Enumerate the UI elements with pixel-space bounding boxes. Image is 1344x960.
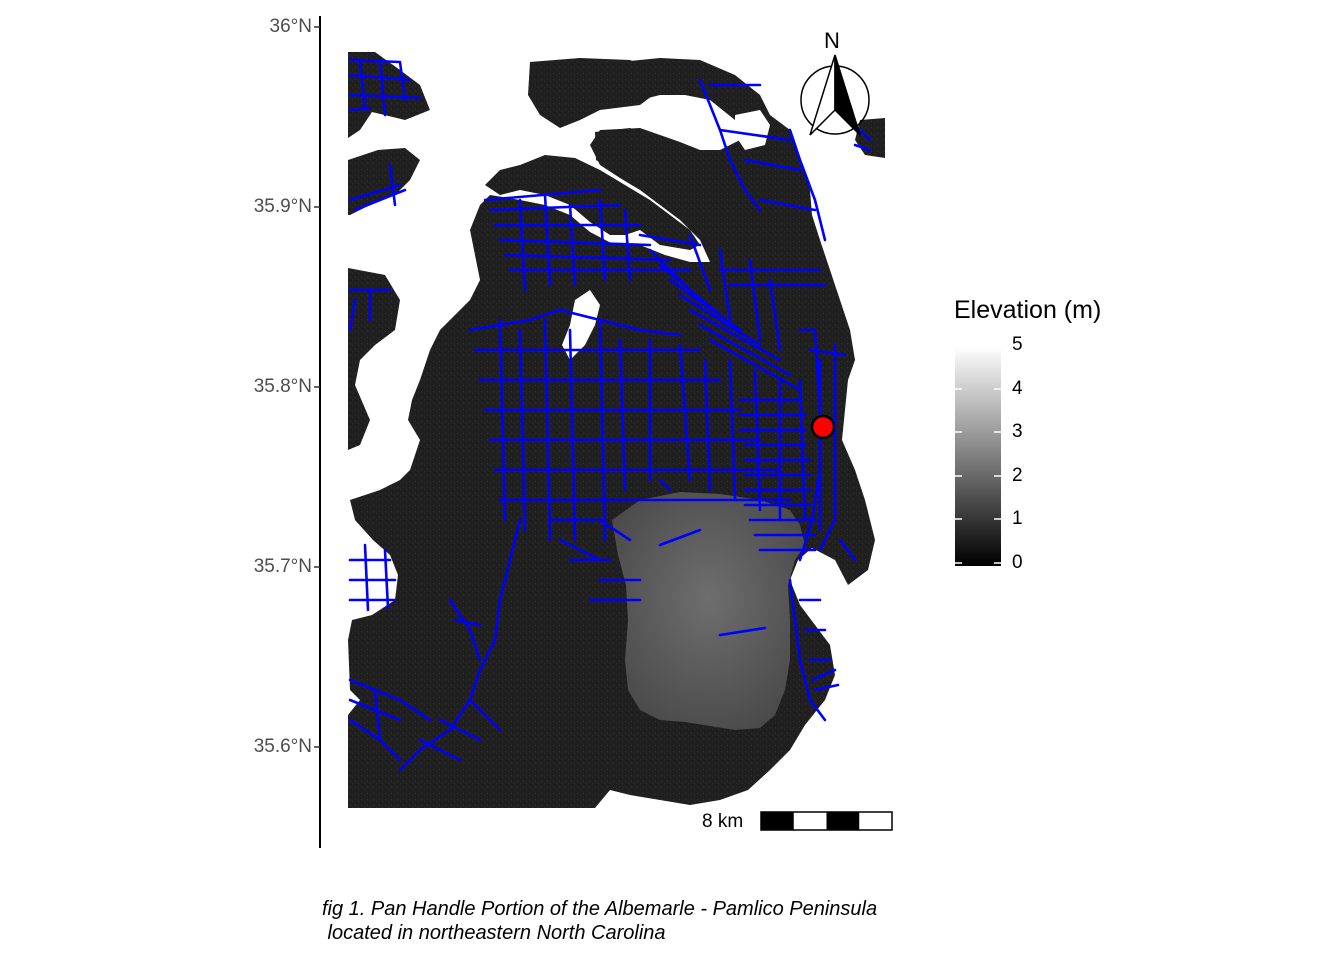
north-arrow-icon xyxy=(800,54,870,136)
lat-tick-label: 35.8°N xyxy=(253,376,312,397)
legend-label: 5 xyxy=(1012,334,1023,355)
lat-tick-label: 35.9°N xyxy=(253,196,312,217)
legend-title: Elevation (m) xyxy=(954,296,1102,324)
scale-bar-label: 8 km xyxy=(702,811,744,832)
legend-label: 2 xyxy=(1012,465,1023,486)
elevation-raster xyxy=(348,52,885,808)
north-arrow-label: N xyxy=(824,28,840,53)
legend-label: 3 xyxy=(1012,421,1023,442)
location-marker xyxy=(810,414,836,440)
figure-caption-line-1: fig 1. Pan Handle Portion of the Albemar… xyxy=(322,898,878,920)
legend-label: 1 xyxy=(1012,508,1023,529)
road-network xyxy=(348,58,872,772)
lat-tick-label: 35.7°N xyxy=(253,556,312,577)
latitude-ticks xyxy=(314,26,320,748)
lat-tick-label: 36°N xyxy=(269,16,312,37)
legend-colorbar xyxy=(955,344,1001,566)
lat-tick-label: 35.6°N xyxy=(253,736,312,757)
legend-label: 4 xyxy=(1012,378,1023,399)
scale-bar xyxy=(760,811,893,831)
figure-caption-line-2: located in northeastern North Carolina xyxy=(322,922,666,944)
legend-label: 0 xyxy=(1012,552,1023,573)
